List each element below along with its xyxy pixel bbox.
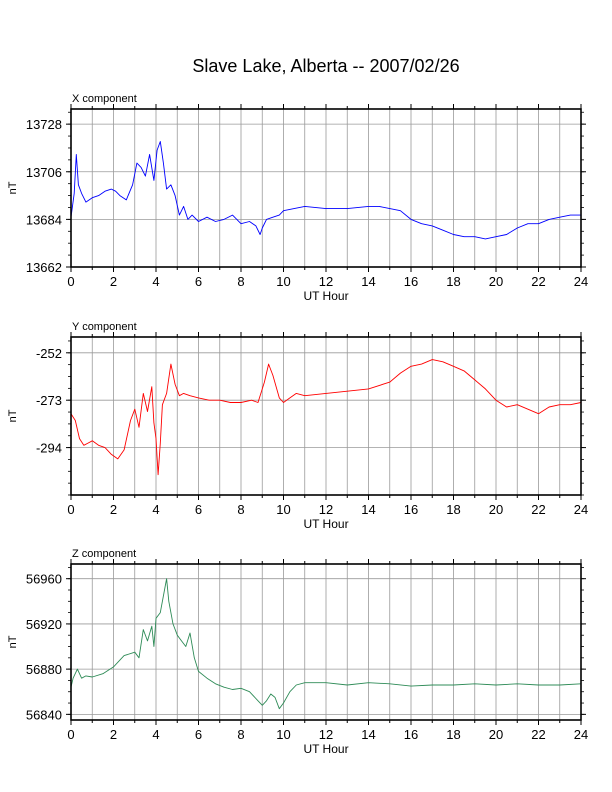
x-tick-label: 24 — [574, 502, 588, 517]
x-tick-label: 18 — [446, 502, 460, 517]
x-tick-label: 12 — [319, 502, 333, 517]
x-axis-label: UT Hour — [303, 742, 348, 756]
y-tick-label: -294 — [36, 441, 62, 456]
panel-title: Z component — [72, 548, 136, 560]
x-tick-label: 22 — [531, 274, 545, 289]
series-line — [70, 359, 582, 476]
x-tick-label: 22 — [531, 727, 545, 742]
x-tick-label: 4 — [152, 727, 159, 742]
x-tick-label: 14 — [361, 274, 375, 289]
series-line — [70, 141, 581, 240]
y-tick-label: 13706 — [26, 165, 62, 180]
x-tick-label: 6 — [195, 502, 202, 517]
x-tick-label: 18 — [446, 727, 460, 742]
x-axis-label: UT Hour — [303, 517, 348, 531]
x-tick-label: 0 — [67, 502, 74, 517]
x-tick-label: 16 — [404, 727, 418, 742]
x-tick-label: 24 — [574, 727, 588, 742]
x-tick-label: 4 — [152, 274, 159, 289]
x-tick-label: 0 — [67, 727, 74, 742]
page-title: Slave Lake, Alberta -- 2007/02/26 — [192, 56, 460, 76]
y-tick-label: 13728 — [26, 117, 62, 132]
x-tick-label: 20 — [489, 502, 503, 517]
series-line — [70, 578, 582, 710]
x-tick-label: 10 — [276, 727, 290, 742]
y-axis-label: nT — [7, 635, 19, 648]
y-tick-label: 56880 — [26, 662, 62, 677]
panel-title: X component — [72, 93, 137, 105]
x-tick-label: 24 — [574, 274, 588, 289]
x-axis-label: UT Hour — [303, 289, 348, 303]
x-tick-label: 16 — [404, 502, 418, 517]
panel-title: Y component — [72, 321, 137, 333]
y-axis-label: nT — [7, 181, 19, 194]
x-tick-label: 16 — [404, 274, 418, 289]
x-tick-label: 2 — [110, 274, 117, 289]
x-tick-label: 10 — [276, 274, 290, 289]
y-tick-label: 13684 — [26, 212, 62, 227]
x-tick-label: 22 — [531, 502, 545, 517]
x-tick-label: 10 — [276, 502, 290, 517]
x-tick-label: 6 — [195, 727, 202, 742]
x-tick-label: 14 — [361, 502, 375, 517]
y-axis-label: nT — [7, 409, 19, 422]
x-tick-label: 18 — [446, 274, 460, 289]
y-tick-label: 56920 — [26, 617, 62, 632]
x-tick-label: 14 — [361, 727, 375, 742]
x-tick-label: 8 — [237, 727, 244, 742]
x-tick-label: 2 — [110, 502, 117, 517]
y-tick-label: 13662 — [26, 260, 62, 275]
x-tick-label: 20 — [489, 274, 503, 289]
y-tick-label: 56960 — [26, 572, 62, 587]
x-tick-label: 20 — [489, 727, 503, 742]
x-tick-label: 4 — [152, 502, 159, 517]
x-tick-label: 6 — [195, 274, 202, 289]
x-tick-label: 0 — [67, 274, 74, 289]
x-tick-label: 12 — [319, 274, 333, 289]
x-tick-label: 8 — [237, 274, 244, 289]
y-tick-label: -252 — [36, 346, 62, 361]
x-tick-label: 8 — [237, 502, 244, 517]
y-tick-label: 56840 — [26, 707, 62, 722]
y-tick-label: -273 — [36, 393, 62, 408]
x-tick-label: 2 — [110, 727, 117, 742]
x-tick-label: 12 — [319, 727, 333, 742]
